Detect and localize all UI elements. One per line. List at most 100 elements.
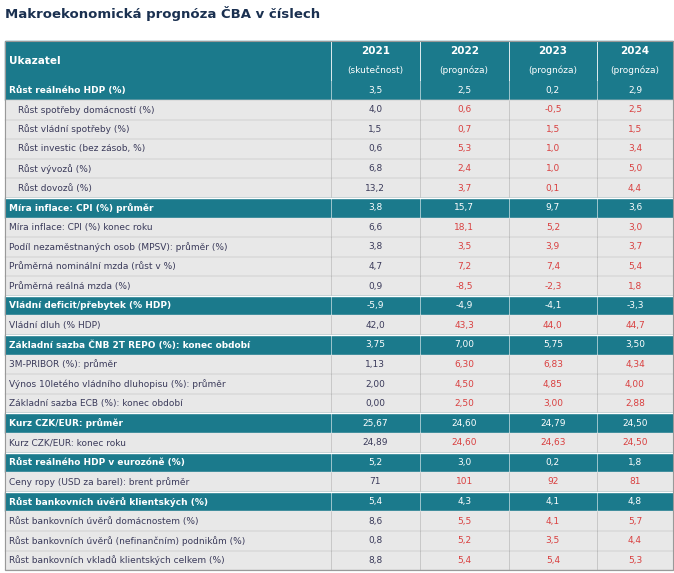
Bar <box>5 178 673 198</box>
Bar <box>5 257 673 276</box>
Text: 4,7: 4,7 <box>368 262 382 271</box>
Text: 3,75: 3,75 <box>365 340 386 350</box>
Text: 3,5: 3,5 <box>457 242 471 252</box>
Text: 8,6: 8,6 <box>368 517 383 525</box>
Text: 0,2: 0,2 <box>546 458 560 467</box>
Text: 1,8: 1,8 <box>627 458 642 467</box>
Text: Růst spotřeby domácností (%): Růst spotřeby domácností (%) <box>18 105 154 115</box>
Text: 2,88: 2,88 <box>625 399 645 408</box>
Bar <box>5 531 673 551</box>
Text: Kurz CZK/EUR: průměr: Kurz CZK/EUR: průměr <box>9 418 123 428</box>
Text: 2,9: 2,9 <box>628 86 642 95</box>
Text: Růst reálného HDP (%): Růst reálného HDP (%) <box>9 86 125 95</box>
Text: 24,79: 24,79 <box>540 419 565 427</box>
Text: Růst vládní spotřeby (%): Růst vládní spotřeby (%) <box>18 124 129 134</box>
Text: 2,5: 2,5 <box>628 105 642 115</box>
Bar <box>5 492 673 511</box>
Text: Základní sazba ČNB 2T REPO (%): konec období: Základní sazba ČNB 2T REPO (%): konec ob… <box>9 340 250 350</box>
Text: 4,4: 4,4 <box>628 536 642 545</box>
Text: 2024: 2024 <box>620 46 650 56</box>
Text: Míra inflace: CPI (%) průměr: Míra inflace: CPI (%) průměr <box>9 203 153 213</box>
Text: Růst dovozů (%): Růst dovozů (%) <box>18 184 92 193</box>
Text: 6,6: 6,6 <box>368 223 383 232</box>
Text: 71: 71 <box>369 477 381 486</box>
Text: 3,6: 3,6 <box>627 203 642 212</box>
Text: (prognóza): (prognóza) <box>528 66 578 76</box>
Text: 5,3: 5,3 <box>457 144 471 154</box>
Bar <box>5 433 673 453</box>
Bar <box>5 472 673 492</box>
Bar <box>5 120 673 139</box>
Text: 44,0: 44,0 <box>543 321 563 330</box>
Text: -4,1: -4,1 <box>544 301 561 310</box>
Bar <box>5 159 673 178</box>
Text: 8,8: 8,8 <box>368 556 383 565</box>
Text: Vládní deficit/přebytek (% HDP): Vládní deficit/přebytek (% HDP) <box>9 301 171 310</box>
Text: 92: 92 <box>547 477 559 486</box>
Text: Výnos 10letého vládního dluhopisu (%): průměr: Výnos 10letého vládního dluhopisu (%): p… <box>9 379 225 389</box>
Text: -2,3: -2,3 <box>544 281 561 291</box>
Text: 1,5: 1,5 <box>627 125 642 134</box>
Text: 24,60: 24,60 <box>452 438 477 448</box>
Text: -8,5: -8,5 <box>456 281 473 291</box>
Text: 3,8: 3,8 <box>368 203 383 212</box>
Text: 4,50: 4,50 <box>454 379 474 388</box>
Text: 3,5: 3,5 <box>368 86 383 95</box>
Text: 81: 81 <box>630 477 641 486</box>
Text: 24,50: 24,50 <box>622 438 648 448</box>
Text: 2,50: 2,50 <box>454 399 474 408</box>
Text: 24,63: 24,63 <box>540 438 565 448</box>
Bar <box>5 316 673 335</box>
Text: 3,8: 3,8 <box>368 242 383 252</box>
Text: 0,00: 0,00 <box>365 399 386 408</box>
Text: 7,4: 7,4 <box>546 262 560 271</box>
Text: 6,83: 6,83 <box>543 360 563 369</box>
Text: 5,4: 5,4 <box>546 556 560 565</box>
Text: 44,7: 44,7 <box>625 321 645 330</box>
Text: 0,8: 0,8 <box>368 536 383 545</box>
Text: 24,89: 24,89 <box>363 438 388 448</box>
Text: (prognóza): (prognóza) <box>439 66 489 76</box>
Bar <box>5 355 673 374</box>
Text: 2,00: 2,00 <box>365 379 386 388</box>
Text: Růst reálného HDP v eurozóně (%): Růst reálného HDP v eurozóně (%) <box>9 458 185 467</box>
Text: 5,4: 5,4 <box>628 262 642 271</box>
Text: Růst bankovních vkladů klientských celkem (%): Růst bankovních vkladů klientských celke… <box>9 555 224 566</box>
Bar <box>5 100 673 120</box>
Text: 5,5: 5,5 <box>457 517 471 525</box>
Bar <box>5 80 673 100</box>
Text: 4,34: 4,34 <box>625 360 645 369</box>
Text: 6,30: 6,30 <box>454 360 474 369</box>
Text: 43,3: 43,3 <box>454 321 474 330</box>
Text: 1,5: 1,5 <box>368 125 383 134</box>
Text: -3,3: -3,3 <box>626 301 644 310</box>
Text: 4,00: 4,00 <box>625 379 645 388</box>
Text: Růst bankovních úvěrů klientských (%): Růst bankovních úvěrů klientských (%) <box>9 497 208 507</box>
Text: 24,50: 24,50 <box>622 419 648 427</box>
Text: 3,4: 3,4 <box>628 144 642 154</box>
Text: Růst bankovních úvěrů domácnostem (%): Růst bankovních úvěrů domácnostem (%) <box>9 517 198 525</box>
Text: Ceny ropy (USD za barel): brent průměr: Ceny ropy (USD za barel): brent průměr <box>9 477 189 487</box>
Text: 2021: 2021 <box>361 46 390 56</box>
Text: 1,0: 1,0 <box>546 164 560 173</box>
Text: 7,00: 7,00 <box>454 340 474 350</box>
Text: 5,75: 5,75 <box>543 340 563 350</box>
Text: Růst bankovních úvěrů (nefinančním) podnikům (%): Růst bankovních úvěrů (nefinančním) podn… <box>9 536 245 545</box>
Text: 0,7: 0,7 <box>457 125 471 134</box>
Text: 9,7: 9,7 <box>546 203 560 212</box>
Text: 5,3: 5,3 <box>627 556 642 565</box>
Text: Podíl nezaměstnaných osob (MPSV): průměr (%): Podíl nezaměstnaných osob (MPSV): průměr… <box>9 242 227 252</box>
Text: 0,9: 0,9 <box>368 281 383 291</box>
Text: 5,2: 5,2 <box>546 223 560 232</box>
Bar <box>5 394 673 414</box>
Text: (prognóza): (prognóza) <box>611 66 659 76</box>
Text: 101: 101 <box>456 477 472 486</box>
Text: 0,1: 0,1 <box>546 184 560 193</box>
Text: 5,4: 5,4 <box>368 497 382 506</box>
Bar <box>5 218 673 237</box>
Bar <box>5 511 673 531</box>
Bar <box>5 414 673 433</box>
Bar <box>5 276 673 296</box>
Text: 3,7: 3,7 <box>457 184 471 193</box>
Bar <box>5 139 673 159</box>
